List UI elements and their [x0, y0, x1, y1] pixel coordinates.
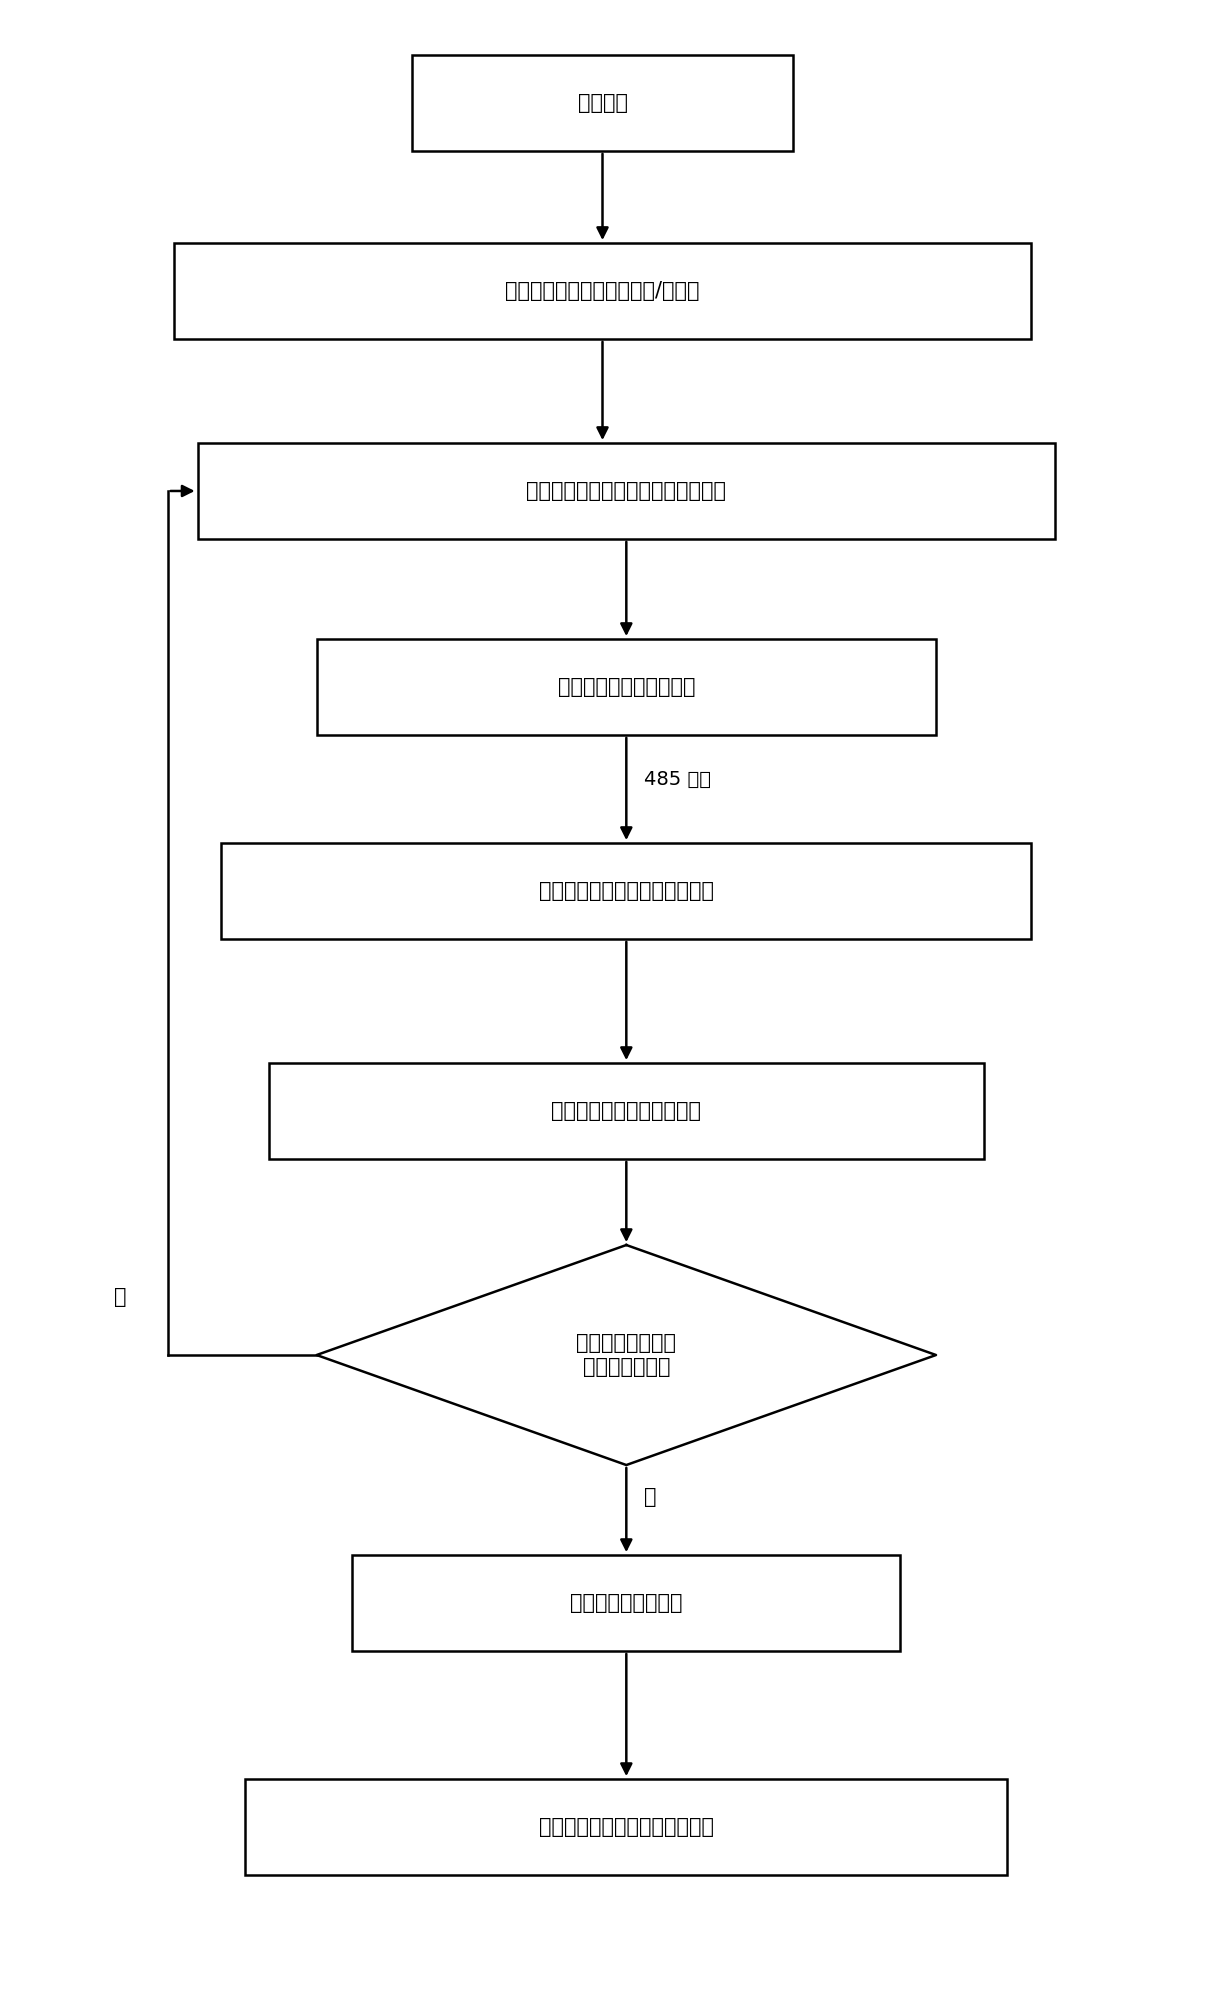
Bar: [352, 1555, 900, 1651]
Text: 上位机发送电流电压及恒流/恒压值: 上位机发送电流电压及恒流/恒压值: [505, 282, 700, 300]
Text: 判断电流电压是否
符合恒流恒压值: 判断电流电压是否 符合恒流恒压值: [576, 1333, 676, 1378]
Text: 切换完毕，带载运行: 切换完毕，带载运行: [570, 1593, 682, 1613]
Bar: [245, 1778, 1007, 1875]
Text: 开始测试: 开始测试: [577, 93, 628, 113]
Bar: [174, 244, 1031, 338]
Text: 否: 否: [113, 1287, 127, 1307]
Text: 上位机计算得出各个负载模块控制值: 上位机计算得出各个负载模块控制值: [527, 481, 727, 501]
Text: 是: 是: [645, 1486, 657, 1506]
Bar: [269, 1063, 983, 1158]
Text: 发送控制指令至各个模块: 发送控制指令至各个模块: [558, 677, 695, 697]
Text: 485 总线: 485 总线: [645, 769, 711, 789]
Text: 各个模块接收指令并投切电阻序: 各个模块接收指令并投切电阻序: [539, 880, 713, 900]
Text: 上位机采样总体电流电压值: 上位机采样总体电流电压值: [552, 1102, 701, 1122]
Bar: [222, 844, 1031, 939]
Bar: [198, 443, 1056, 540]
Bar: [317, 638, 936, 735]
Bar: [412, 54, 793, 151]
Text: 上位机测试完毕，发送结束指令: 上位机测试完毕，发送结束指令: [539, 1817, 713, 1837]
